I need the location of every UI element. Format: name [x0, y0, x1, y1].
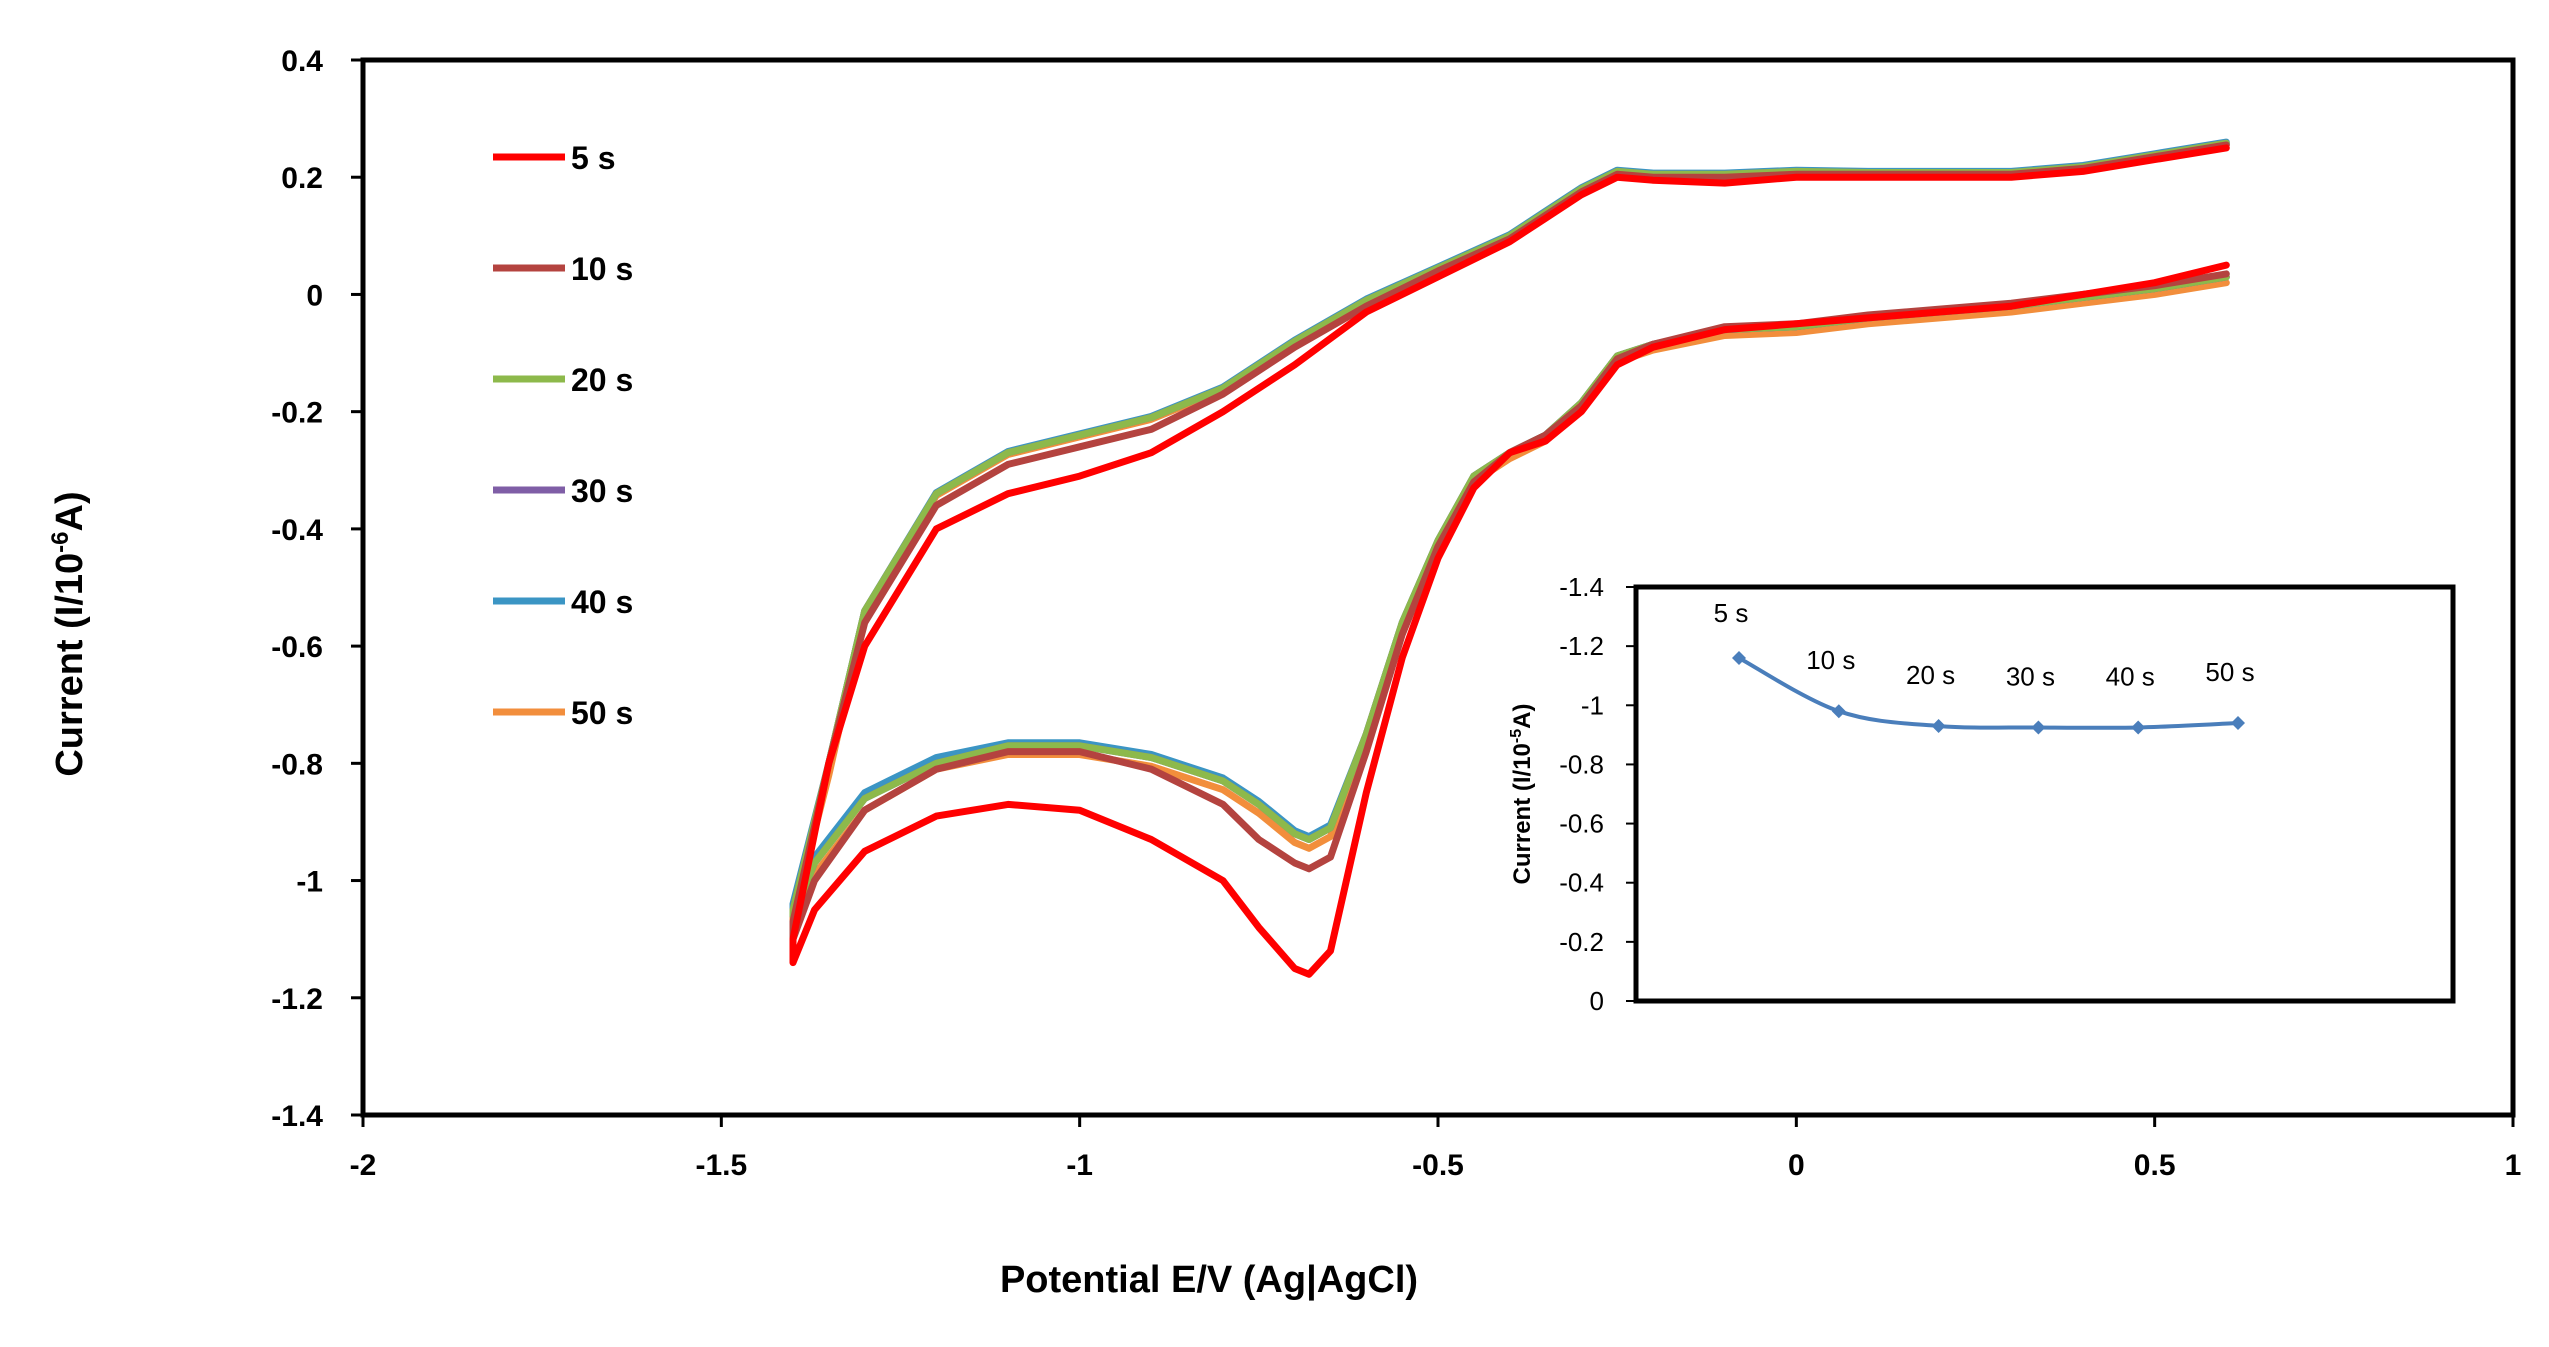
x-axis-title: Potential E/V (Ag|AgCl)	[1000, 1259, 1418, 1301]
inset-y-axis-title-exponent: -5	[1508, 729, 1525, 743]
x-tick-label: -0.5	[1412, 1149, 1464, 1182]
y-tick-label: -0.8	[271, 748, 323, 781]
y-tick-label: -0.2	[271, 397, 323, 430]
legend-label: 5 s	[571, 140, 615, 176]
y-axis-title-suffix: A)	[49, 491, 91, 531]
inset-y-axis-title-prefix: Current (I/10	[1509, 743, 1536, 884]
inset-series-line	[1738, 656, 2239, 730]
legend-label: 40 s	[571, 584, 633, 620]
legend: 5 s 10 s 20 s 30 s 40 s 50 s	[493, 140, 633, 731]
y-tick-label: -1.2	[271, 983, 323, 1016]
inset-point-label: 20 s	[1906, 660, 1955, 690]
inset-plot-frame	[1633, 584, 2456, 1004]
legend-label: 50 s	[571, 695, 633, 731]
inset-data-point	[1732, 650, 1746, 665]
y-tick-label: -0.6	[271, 631, 323, 664]
inset-chart: -1.4 -1.2 -1 -0.8 -0.6 -0.4 -0.2 0 5 s 10 s 20 s 3…	[1508, 572, 2456, 1016]
x-tick-label: -1	[1066, 1149, 1093, 1182]
inset-y-tick-label: -1.2	[1559, 631, 1604, 661]
inset-point-labels: 5 s 10 s 20 s 30 s 40 s 50 s	[1714, 598, 2255, 691]
main-chart: 0.4 0.2 0 -0.2 -0.4 -0.6 -0.8 -1 -1.2 -1.4 -2 -1.5…	[47, 45, 2521, 1301]
inset-data-point	[2031, 720, 2046, 735]
y-tick-label: -0.4	[271, 514, 323, 547]
legend-label: 20 s	[571, 362, 633, 398]
y-axis-title-exponent: -6	[47, 531, 74, 552]
main-y-axis-ticks: 0.4 0.2 0 -0.2 -0.4 -0.6 -0.8 -1 -1.2 -1.4	[271, 45, 363, 1133]
y-axis-title: Current (I/10-6A)	[47, 491, 91, 776]
x-tick-label: 0	[1788, 1149, 1805, 1182]
x-tick-label: -2	[350, 1149, 377, 1182]
inset-y-tick-label: -0.8	[1559, 749, 1604, 779]
inset-point-label: 30 s	[2006, 661, 2055, 691]
inset-y-axis-title: Current (I/10-5A)	[1508, 704, 1536, 885]
series-line-5s	[789, 144, 2230, 978]
inset-y-tick-label: 0	[1590, 986, 1604, 1016]
inset-y-tick-label: -0.4	[1559, 868, 1604, 898]
inset-point-label: 10 s	[1806, 645, 1855, 675]
inset-y-tick-label: -1	[1581, 690, 1604, 720]
x-tick-label: 0.5	[2134, 1149, 2176, 1182]
y-tick-label: -1.4	[271, 1100, 323, 1133]
inset-point-label: 40 s	[2106, 661, 2155, 691]
y-tick-label: 0.4	[281, 45, 323, 78]
inset-data-point	[2131, 720, 2146, 735]
x-tick-label: -1.5	[695, 1149, 747, 1182]
inset-data-point	[1931, 718, 1946, 733]
inset-point-label: 5 s	[1714, 598, 1749, 628]
main-x-axis-ticks: -2 -1.5 -1 -0.5 0 0.5 1	[350, 1115, 2522, 1182]
y-tick-label: 0	[306, 279, 323, 312]
y-axis-title-prefix: Current (I/10	[49, 553, 91, 777]
inset-y-tick-label: -0.2	[1559, 927, 1604, 957]
inset-y-axis-ticks: -1.4 -1.2 -1 -0.8 -0.6 -0.4 -0.2 0	[1559, 572, 1636, 1016]
inset-point-label: 50 s	[2205, 657, 2254, 687]
x-tick-label: 1	[2505, 1149, 2522, 1182]
main-series-group	[789, 138, 2230, 978]
inset-y-axis-title-suffix: A)	[1509, 704, 1536, 729]
inset-y-tick-label: -1.4	[1559, 572, 1604, 602]
legend-label: 10 s	[571, 251, 633, 287]
y-tick-label: 0.2	[281, 162, 323, 195]
y-tick-label: -1	[296, 866, 323, 899]
inset-series-group	[1732, 650, 2245, 735]
inset-data-point	[2231, 716, 2245, 731]
inset-y-tick-label: -0.6	[1559, 809, 1604, 839]
legend-label: 30 s	[571, 473, 633, 509]
inset-data-point	[1831, 704, 1846, 719]
